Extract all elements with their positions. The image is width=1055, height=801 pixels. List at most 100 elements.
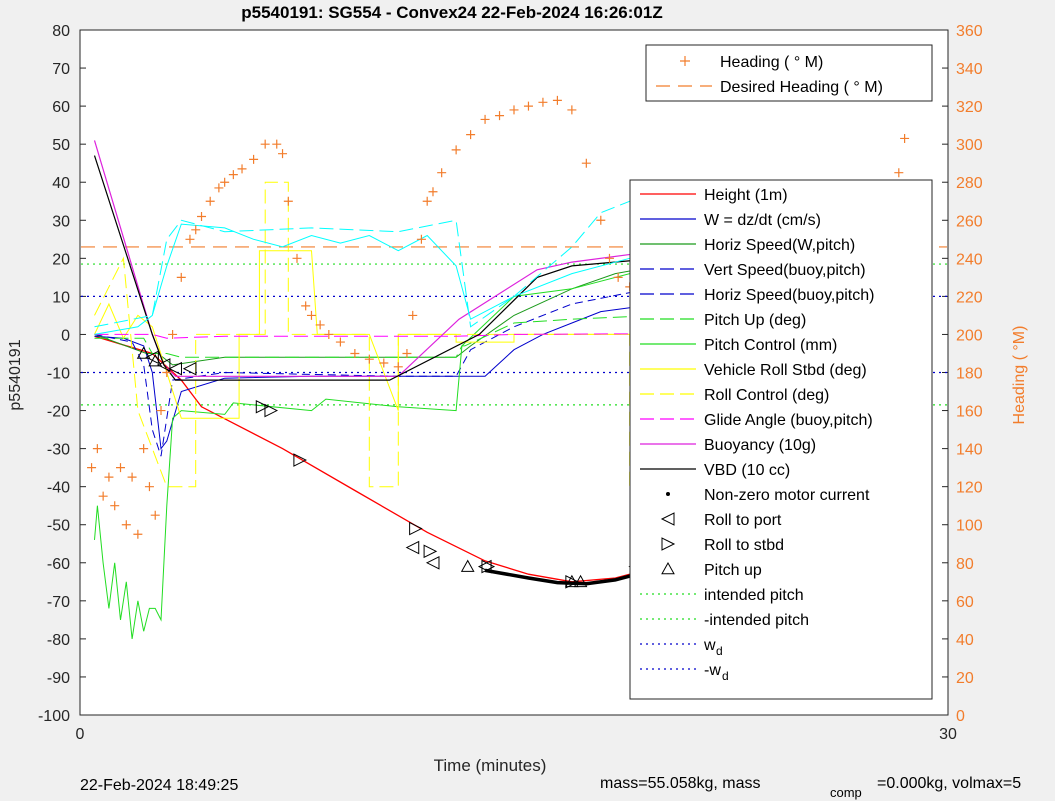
footer-mass: mass=55.058kg, mass [600, 775, 761, 792]
heading-point [127, 472, 137, 482]
heading-point [894, 168, 904, 178]
pitch-up-marker [573, 574, 588, 588]
left-tick-label: 40 [52, 175, 70, 192]
heading-point [185, 234, 195, 244]
roll-stbd-marker [264, 403, 279, 418]
heading-point [306, 310, 316, 320]
right-tick-label: 200 [956, 327, 983, 344]
heading-point [509, 105, 519, 115]
right-tick-label: 140 [956, 442, 983, 459]
right-tick-label: 300 [956, 137, 983, 154]
heading-point [121, 520, 131, 530]
legend-label: Pitch Up (deg) [704, 312, 806, 329]
heading-point [613, 272, 623, 282]
legend-label: Horiz Speed(W,pitch) [704, 237, 855, 254]
legend-main-box [629, 179, 933, 700]
footer-date: 22-Feb-2024 18:49:25 [80, 777, 238, 794]
legend-label: Roll to port [704, 512, 782, 529]
heading-point [523, 101, 533, 111]
left-tick-label: -100 [38, 708, 70, 725]
heading-point [596, 215, 606, 225]
heading-point [214, 183, 224, 193]
legend-main: Height (1m) W = dz/dt (cm/s) Horiz Speed(W… [629, 179, 933, 700]
legend-label: Pitch up [704, 562, 762, 579]
heading-point [133, 529, 143, 539]
x-tick-label: 30 [939, 726, 957, 743]
heading-point [495, 111, 505, 121]
legend-label: VBD (10 cc) [704, 462, 790, 479]
right-tick-label: 240 [956, 251, 983, 268]
legend-label-subscript: d [722, 669, 729, 683]
legend-label: Height (1m) [704, 187, 788, 204]
legend-heading-label: Desired Heading ( ° M) [720, 79, 883, 96]
left-tick-label: 30 [52, 213, 70, 230]
chart-title: p5540191: SG554 - Convex24 22-Feb-2024 1… [241, 3, 662, 22]
left-tick-label: -40 [47, 480, 70, 497]
right-axis-ticks: 3603403203002802602402202001801601401201… [942, 23, 983, 725]
heading-point [87, 463, 97, 473]
heading-point [168, 329, 178, 339]
heading-point [480, 114, 490, 124]
right-tick-label: 360 [956, 23, 983, 40]
legend-label: Non-zero motor current [704, 487, 870, 504]
heading-point [220, 177, 230, 187]
heading-point [466, 130, 476, 140]
heading-point [416, 234, 426, 244]
series-line [94, 250, 891, 419]
legend-label: Glide Angle (buoy,pitch) [704, 412, 873, 429]
heading-point [451, 145, 461, 155]
heading-point [197, 211, 207, 221]
legend-label: Vert Speed(buoy,pitch) [704, 262, 866, 279]
motor-current-segment [484, 568, 645, 586]
left-tick-label: 60 [52, 99, 70, 116]
right-tick-label: 160 [956, 404, 983, 421]
legend-heading-swatch [680, 56, 690, 66]
heading-point [900, 133, 910, 143]
roll-stbd-marker [423, 544, 438, 559]
right-tick-label: 260 [956, 213, 983, 230]
heading-point [408, 310, 418, 320]
left-tick-label: -60 [47, 556, 70, 573]
roll-stbd-marker [293, 453, 308, 467]
left-tick-label: -90 [47, 670, 70, 687]
left-tick-label: -20 [47, 404, 70, 421]
heading-point [150, 510, 160, 520]
legend-label: Pitch Control (mm) [704, 337, 837, 354]
roll-port-marker [425, 555, 440, 570]
heading-point [422, 196, 432, 206]
left-axis-ticks: 80 70 60 50 40 30 20 10 0 -10 -20 -30 -40 -50 -60 -70 -8… [38, 23, 86, 725]
right-tick-label: 40 [956, 632, 974, 649]
legend-swatch [666, 492, 670, 496]
left-tick-label: 50 [52, 137, 70, 154]
footer-volmax: =0.000kg, volmax=5 [877, 775, 1021, 792]
series-line [94, 261, 891, 639]
left-tick-label: 20 [52, 251, 70, 268]
heading-point [364, 354, 374, 364]
right-tick-label: 280 [956, 175, 983, 192]
left-tick-label: -70 [47, 594, 70, 611]
x-axis-label: Time (minutes) [434, 756, 547, 775]
pitch-up-marker [136, 346, 151, 359]
x-tick-label: 0 [76, 726, 85, 743]
legend-label: Roll to stbd [704, 537, 784, 554]
heading-point [437, 168, 447, 178]
roll-port-marker [168, 361, 182, 376]
roll-stbd-marker [255, 399, 270, 414]
series-line [94, 314, 891, 358]
heading-point [191, 225, 201, 235]
legend-label: W = dz/dt (cm/s) [704, 212, 821, 229]
heading-point [205, 196, 215, 206]
pitch-up-marker [460, 559, 475, 572]
heading-point [335, 337, 345, 347]
legend-swatch [661, 561, 675, 575]
legend-label: Horiz Speed(buoy,pitch) [704, 287, 874, 304]
legend-label: -w [704, 662, 721, 679]
left-tick-label: 0 [61, 327, 70, 344]
roll-port-marker [405, 540, 420, 555]
right-tick-label: 120 [956, 480, 983, 497]
right-tick-label: 340 [956, 61, 983, 78]
pitch-up-marker [565, 574, 579, 588]
heading-point [567, 105, 577, 115]
pitch-up-marker [148, 354, 163, 367]
